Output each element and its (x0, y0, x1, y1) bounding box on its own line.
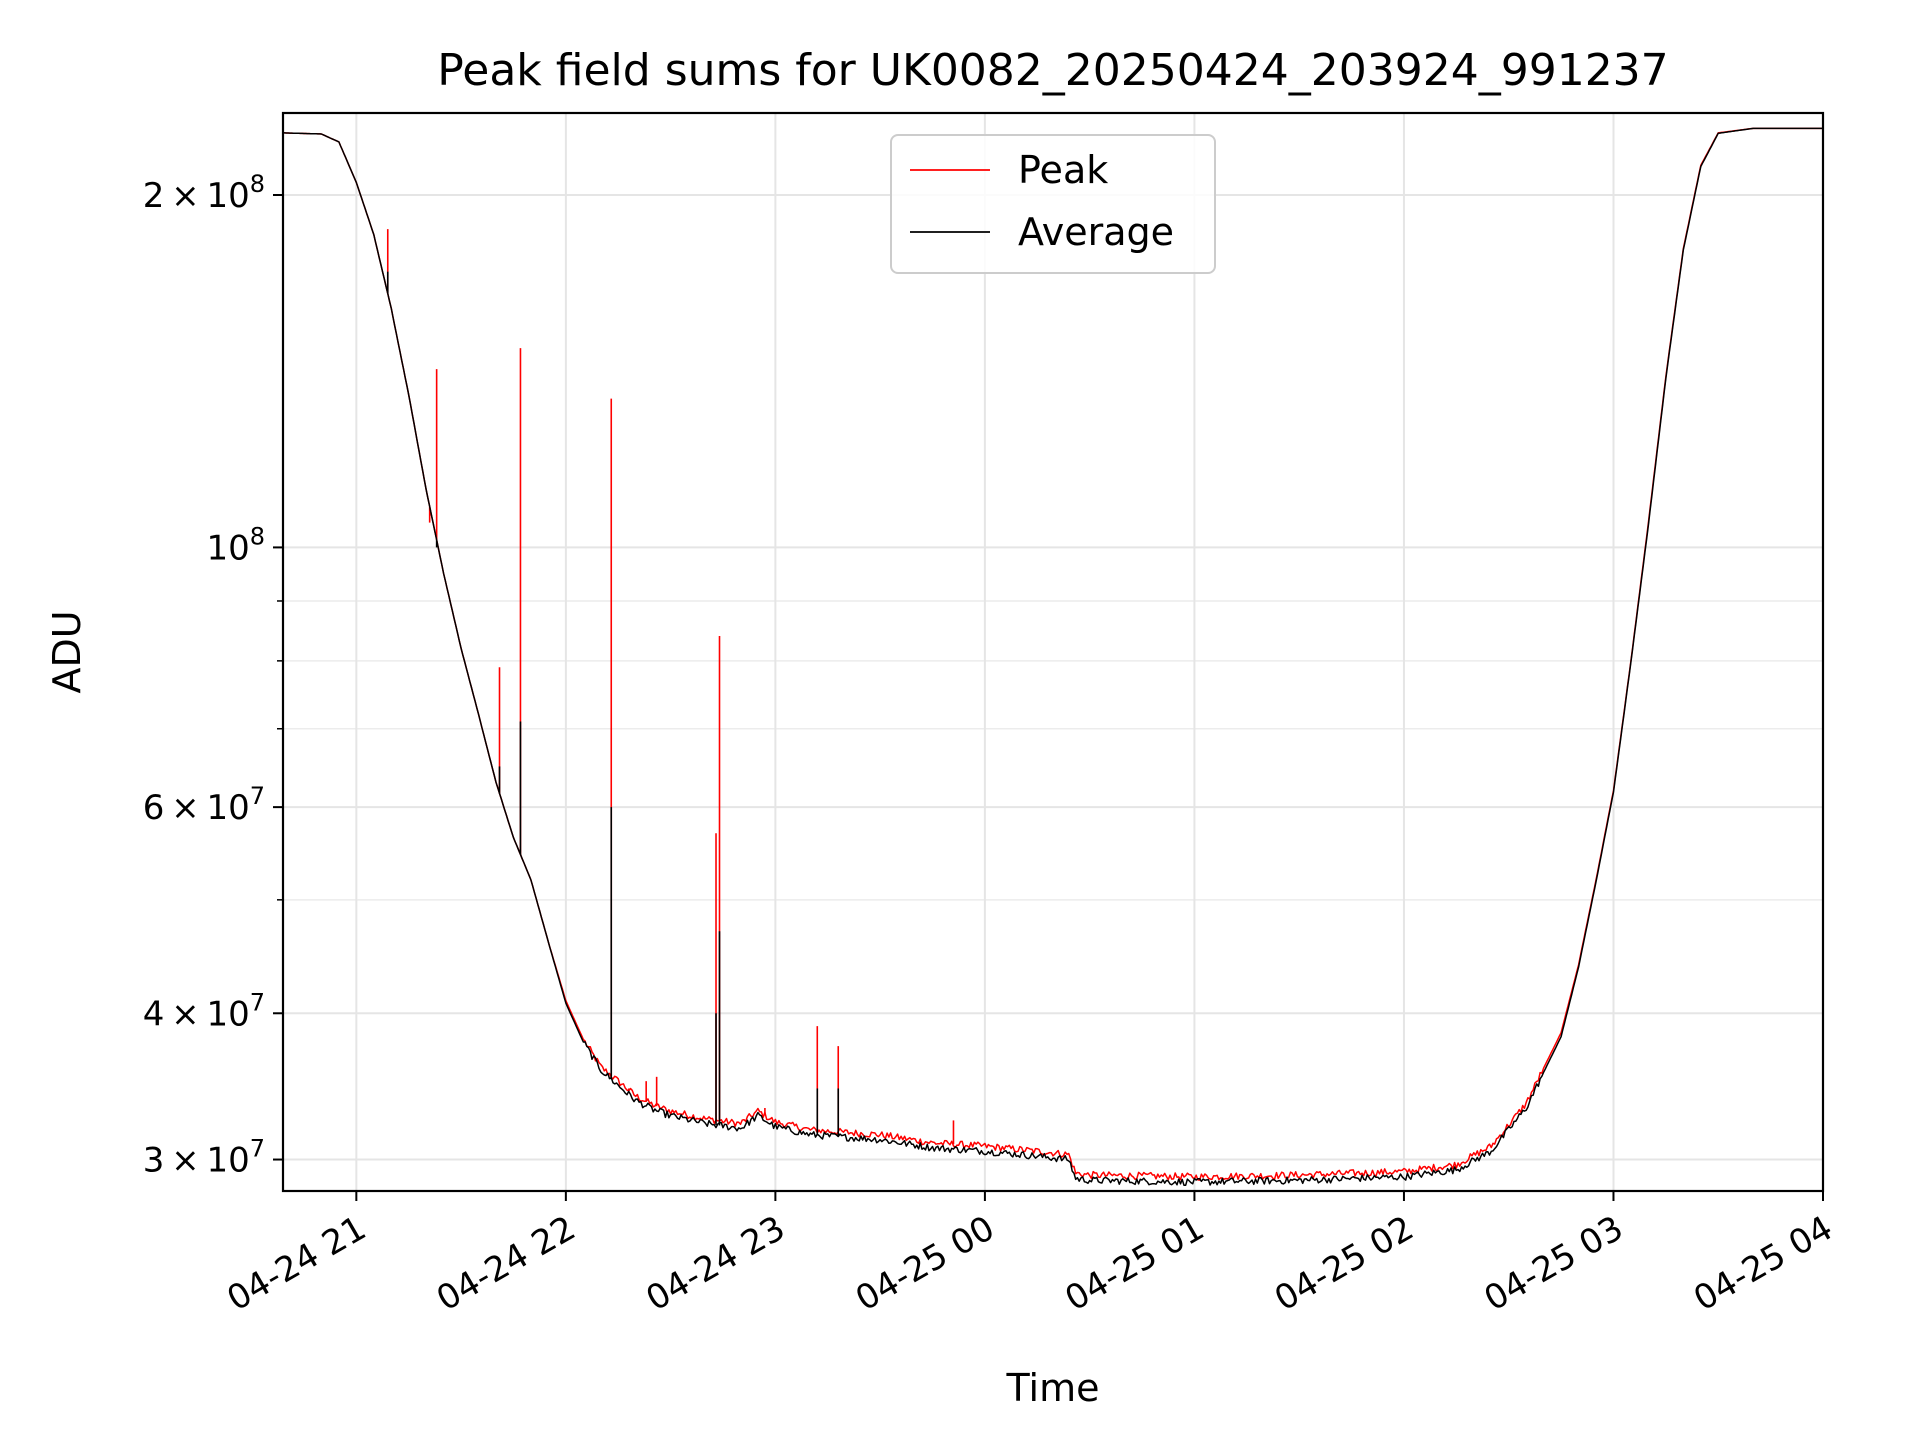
series-layer (283, 127, 1823, 1187)
y-tick-label: 3 × 107 (143, 1135, 265, 1181)
y-tick-label: 2 × 108 (143, 170, 265, 216)
gridlines (283, 113, 1823, 1191)
y-tick-label: 108 (206, 522, 265, 568)
y-tick-label: 6 × 107 (143, 782, 265, 828)
minor-gridlines (283, 600, 1823, 901)
y-axis: 3 × 107 4 × 107 6 × 107 108 2 × 108 (143, 170, 283, 1181)
plot-background (283, 113, 1823, 1191)
series-line-average (283, 127, 1823, 1187)
series-average (283, 127, 1823, 1187)
legend-label-average: Average (1018, 210, 1174, 254)
y-axis-label: ADU (45, 610, 89, 693)
legend-label-peak: Peak (1018, 148, 1108, 192)
x-axis-label: Time (1006, 1366, 1100, 1410)
y-tick-label: 4 × 107 (143, 988, 265, 1034)
plot-frame (281, 111, 1825, 1193)
legend: Peak Average (890, 134, 1216, 274)
chart-title: Peak field sums for UK0082_20250424_2039… (437, 45, 1668, 96)
